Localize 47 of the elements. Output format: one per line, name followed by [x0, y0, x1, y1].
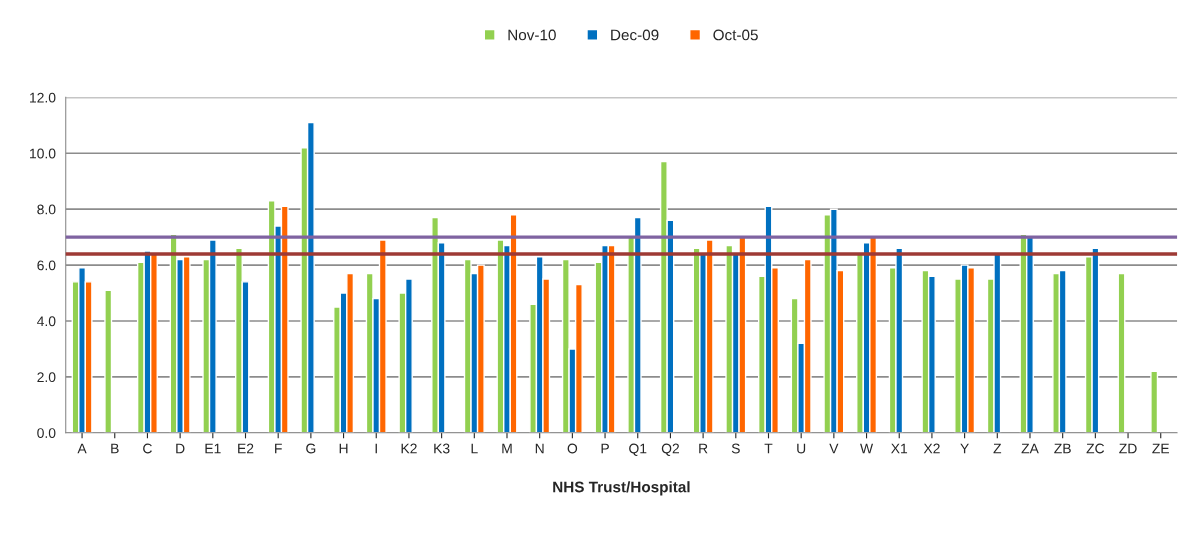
x-tick-label: ZE [1152, 443, 1170, 454]
x-tick-label: X2 [923, 443, 940, 454]
x-tick-label: Q2 [661, 443, 679, 456]
x-tick-label: B [111, 443, 119, 454]
x-tick-label: M [502, 443, 512, 454]
x-tick-label: ZA [1021, 443, 1039, 454]
x-tick-label: F [275, 443, 282, 454]
x-tick-label: T [764, 443, 773, 454]
y-tick-label: 10.0 [30, 148, 56, 159]
bar [1150, 370, 1159, 433]
x-tick-label: W [860, 443, 874, 454]
x-tick-label: Z [993, 443, 1002, 454]
x-tick-label: G [306, 443, 316, 454]
x-tick-label: C [143, 443, 152, 454]
y-tick-label: 0.0 [37, 428, 56, 438]
x-tick-label: ZC [1086, 443, 1105, 454]
legend-label: Dec-09 [611, 29, 659, 41]
bar [104, 289, 113, 433]
x-tick-label: R [699, 443, 708, 454]
x-tick-label: H [339, 443, 348, 454]
x-tick-label: K2 [401, 443, 417, 454]
x-tick-label: S [731, 443, 740, 454]
legend-label: Nov-10 [508, 29, 556, 41]
x-tick-label: Y [960, 443, 969, 454]
x-axis-title: NHS Trust/Hospital [553, 481, 690, 496]
x-tick-label: ZB [1054, 443, 1071, 454]
x-tick-label: ZD [1119, 443, 1137, 454]
x-tick-label: X1 [891, 443, 908, 454]
y-tick-label: 12.0 [30, 92, 56, 103]
x-tick-label: I [375, 443, 377, 454]
legend-label: Oct-05 [713, 29, 758, 41]
x-tick-label: O [567, 443, 578, 454]
x-tick-label: L [471, 443, 478, 454]
x-tick-label: U [797, 443, 806, 454]
x-tick-label: E1 [205, 443, 221, 454]
x-tick-label: P [601, 443, 609, 454]
x-tick-label: A [77, 443, 87, 454]
y-tick-label: 4.0 [37, 316, 56, 327]
y-tick-label: 8.0 [37, 204, 56, 215]
x-tick-label: E2 [238, 443, 254, 454]
x-tick-label: N [535, 443, 544, 454]
x-tick-label: D [176, 443, 185, 454]
x-tick-label: V [829, 443, 839, 454]
y-tick-label: 6.0 [37, 260, 56, 271]
x-tick-label: K3 [434, 443, 450, 454]
y-tick-label: 2.0 [37, 372, 56, 383]
x-tick-label: Q1 [629, 443, 647, 456]
